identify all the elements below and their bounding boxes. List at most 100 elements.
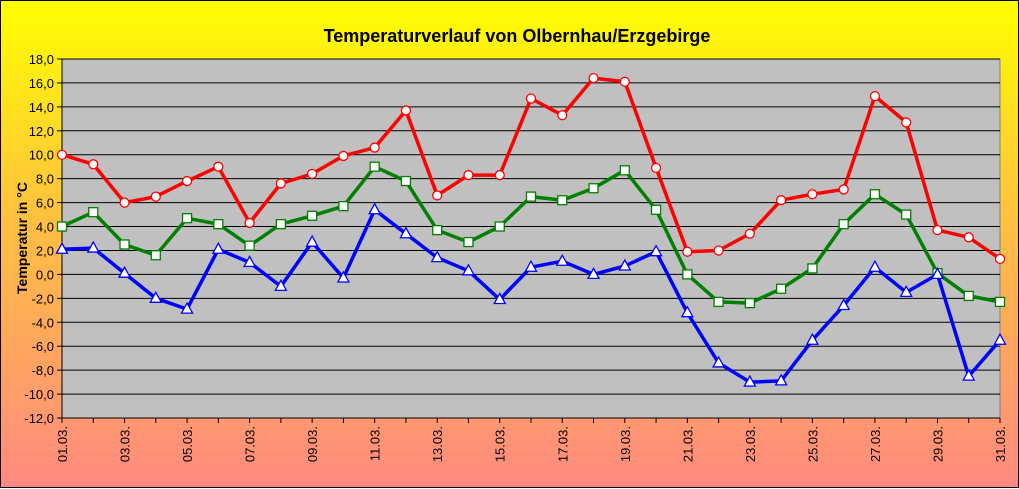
data-point [588,72,599,84]
plot-area [61,58,1001,419]
data-point [55,241,69,254]
data-point [837,298,851,311]
y-tick-label: -8,0 [32,363,54,378]
x-tick-label: 03.03. [118,426,133,462]
data-point [56,149,68,160]
data-point [463,236,474,248]
data-point [650,162,662,174]
x-tick-label: 23.03. [743,426,758,462]
x-tick-label: 11.03. [368,426,383,461]
x-tick-label: 05.03. [180,426,195,462]
x-tick-label: 17.03. [555,426,570,462]
y-tick-label: 0,0 [36,267,54,282]
data-point [838,184,849,195]
data-point [180,301,194,314]
data-point [619,76,630,87]
x-tick-label: 15.03. [493,426,508,462]
data-point [899,285,913,298]
data-point [650,204,662,215]
data-point [805,332,819,345]
data-point [369,161,380,172]
data-point [930,267,945,280]
data-point [619,165,630,176]
data-point [557,110,568,121]
y-tick-label: 12,0 [29,124,54,139]
series-lines [55,72,1007,387]
data-point [400,105,412,116]
x-tick-label: 19.03. [618,426,633,462]
data-point [524,259,538,272]
data-point [306,210,318,221]
data-point [994,296,1006,308]
data-point [932,224,943,236]
y-tick-label: 18,0 [29,52,54,67]
data-point [901,117,912,128]
data-point [432,224,443,236]
data-point [461,263,476,276]
chart-title: Temperaturverlauf von Olbernhau/Erzgebir… [324,26,711,46]
series-2 [56,161,1006,309]
data-point [525,191,537,202]
data-point [775,283,787,294]
data-point [869,189,881,200]
data-point [993,332,1007,345]
y-tick-label: 2,0 [36,243,54,258]
data-point [963,290,974,302]
y-tick-label: 14,0 [29,100,54,115]
data-point [682,269,693,280]
data-point [368,202,382,215]
data-point [244,240,255,251]
data-point [338,150,349,162]
y-tick-label: -6,0 [32,339,54,354]
y-tick-label: -4,0 [32,315,54,330]
data-point [56,221,68,232]
data-point [868,259,882,272]
x-tick-label: 21.03. [680,426,695,462]
data-point [243,255,257,268]
y-tick-label: -2,0 [32,291,54,306]
data-point [713,245,724,256]
data-point [150,250,161,261]
data-point [712,355,726,368]
data-point [680,305,694,318]
y-tick-label: -12,0 [24,411,54,426]
y-tick-label: 6,0 [36,196,54,211]
data-point [649,244,663,257]
data-point [494,169,505,181]
data-point [901,209,912,220]
y-axis-label: Temperatur in °C [14,182,30,294]
data-point [744,297,756,309]
y-tick-label: 8,0 [36,172,54,187]
grid-lines [62,58,1000,419]
x-tick-label: 09.03. [305,426,320,462]
data-point [807,189,818,200]
data-point [150,191,161,202]
data-point [336,270,350,283]
data-point [399,226,413,239]
data-point [274,279,288,292]
data-point [86,240,100,253]
data-point [586,267,601,280]
y-tick-label: 4,0 [36,220,54,235]
data-point [963,232,974,243]
data-point [369,142,380,153]
data-point [244,217,255,229]
x-tick-label: 07.03. [243,426,258,462]
data-point [211,241,225,254]
data-point [432,190,443,201]
data-point [838,218,849,230]
data-point [494,221,505,232]
data-point [400,175,412,187]
data-point [525,93,537,104]
data-point [743,374,757,387]
data-point [119,239,130,250]
series-1 [56,72,1006,264]
data-point [962,368,976,381]
data-point [275,178,287,189]
data-point [555,253,569,266]
data-point [994,253,1006,264]
data-point [557,195,568,206]
data-point [744,228,756,239]
data-point [181,213,193,224]
